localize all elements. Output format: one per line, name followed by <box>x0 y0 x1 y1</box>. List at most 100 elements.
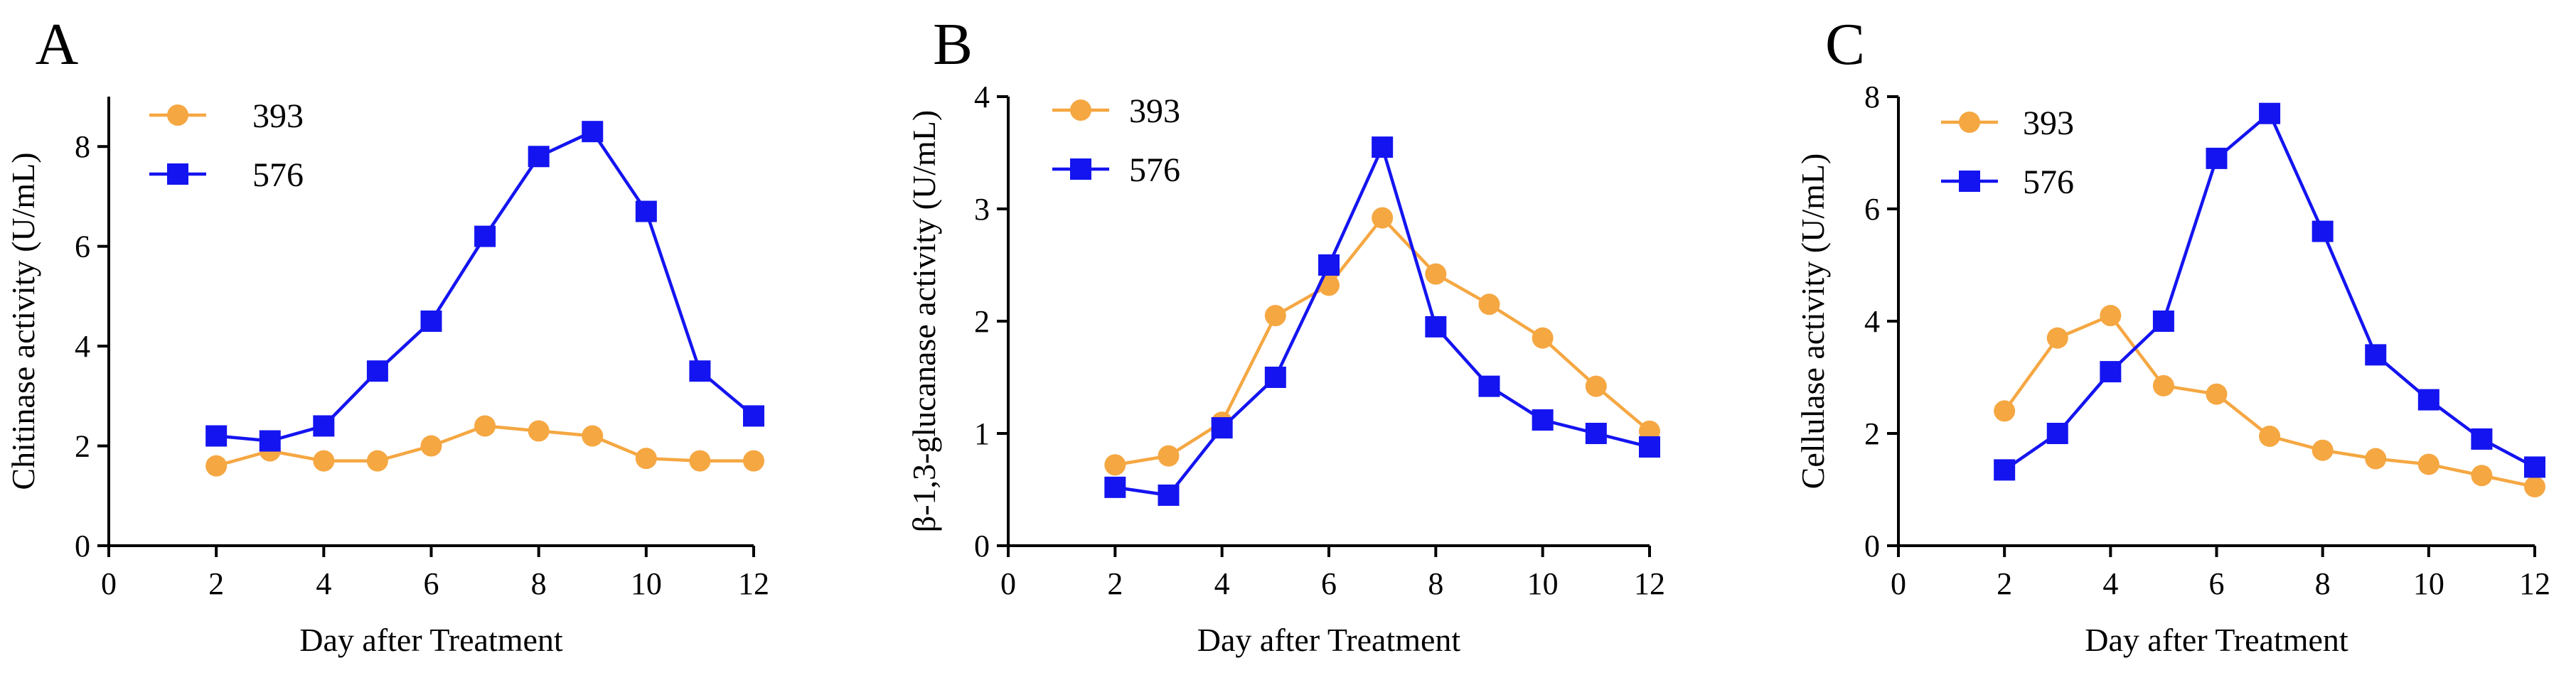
panel-a-x-axis-title: Day after Treatment <box>299 622 563 658</box>
panel-a-point-393-3 <box>366 450 388 472</box>
panel-c-x-tick-label: 6 <box>2209 566 2225 601</box>
panel-b-point-576-2 <box>1211 417 1233 439</box>
panel-a-point-576-2 <box>313 415 335 437</box>
panel-b-point-393-7 <box>1478 293 1500 315</box>
panel-b-point-576-1 <box>1158 484 1180 506</box>
panel-a-legend-label-576: 576 <box>252 156 304 194</box>
panel-a-letter: A <box>36 11 79 77</box>
panel-c-y-tick-label: 0 <box>1864 529 1880 563</box>
panel-b-point-576-9 <box>1585 423 1607 444</box>
panel-a-point-576-8 <box>635 200 657 222</box>
panel-a: A 0 2 4 6 8 10 12 0 2 4 6 8 Day after Treatment Chitin… <box>5 11 769 658</box>
panel-b-point-576-6 <box>1425 315 1447 338</box>
panel-a-y-tick-label: 8 <box>75 129 90 164</box>
panel-a-y-tick-label: 0 <box>75 529 90 563</box>
panel-c-point-576-2 <box>2100 361 2122 383</box>
panel-a-x-tick-label: 10 <box>631 566 662 601</box>
panel-c-x-tick-label: 4 <box>2102 566 2118 601</box>
panel-a-point-576-9 <box>689 360 711 382</box>
panel-a-x-tick-label: 2 <box>208 566 224 601</box>
panel-b-point-576-0 <box>1104 476 1126 498</box>
panel-c-point-393-0 <box>1994 400 2016 422</box>
panel-b-point-393-3 <box>1264 305 1286 327</box>
panel-b-point-576-7 <box>1478 375 1500 397</box>
panel-b-y-tick-label: 4 <box>974 80 990 114</box>
panel-c-point-393-4 <box>2206 383 2228 405</box>
panel-a-point-393-5 <box>474 415 496 437</box>
panel-a-point-393-10 <box>743 450 764 472</box>
panel-a-y-tick-label: 2 <box>75 429 90 464</box>
panel-b-x-tick-label: 12 <box>1634 566 1665 601</box>
panel-a-point-576-5 <box>474 225 496 247</box>
panel-a-legend-marker-576 <box>167 163 188 185</box>
panel-c-letter: C <box>1825 11 1865 77</box>
panel-a-x-tick-label: 4 <box>316 566 331 601</box>
panel-b-y-tick-label: 1 <box>974 416 990 451</box>
panel-c-point-576-0 <box>1994 459 2016 481</box>
panel-c-point-393-8 <box>2417 453 2439 475</box>
panel-c-point-576-5 <box>2259 102 2281 124</box>
panel-c-series-576-line <box>2003 111 2536 472</box>
panel-b-y-tick-label: 2 <box>974 304 990 339</box>
panel-c-y-tick-label: 6 <box>1864 192 1880 227</box>
panel-b-series-576-line <box>1115 142 1650 497</box>
panel-c-point-393-5 <box>2259 425 2281 447</box>
panel-c-y-axis-title: Cellulase activity (U/mL) <box>1795 153 1831 490</box>
panel-a-y-axis-title: Chitinase activity (U/mL) <box>5 152 41 490</box>
panel-a-point-393-0 <box>205 455 228 477</box>
panel-b-x-tick-label: 2 <box>1107 566 1123 601</box>
panel-b-point-576-10 <box>1639 436 1660 458</box>
panel-a-y-tick-label: 6 <box>75 230 90 264</box>
panel-b-point-393-9 <box>1585 375 1607 397</box>
panel-b-legend: 393 576 <box>1052 92 1180 189</box>
panel-a-x-tick-label: 6 <box>424 566 439 601</box>
panel-b-y-tick-label: 3 <box>974 192 990 227</box>
panel-b-x-axis-title: Day after Treatment <box>1197 622 1461 658</box>
panel-c-legend-label-576: 576 <box>2023 163 2074 201</box>
panel-b-x-tick-label: 8 <box>1428 566 1443 601</box>
panel-a-legend-marker-393 <box>167 104 188 126</box>
panel-b-point-393-6 <box>1425 263 1447 285</box>
panel-a-x-tick-label: 8 <box>531 566 547 601</box>
panel-c-point-576-10 <box>2524 456 2545 478</box>
panel-a-point-393-4 <box>420 435 442 457</box>
panel-c-legend-marker-393 <box>1959 112 1980 133</box>
panel-a-point-576-7 <box>582 121 604 143</box>
panel-c-x-tick-label: 12 <box>2519 566 2550 601</box>
panel-c-y-tick-label: 4 <box>1864 304 1880 339</box>
panel-c-y-tick-label: 2 <box>1864 416 1880 451</box>
panel-c-point-393-7 <box>2365 448 2387 470</box>
panel-b-point-393-1 <box>1158 445 1180 467</box>
panel-c-point-576-7 <box>2365 344 2387 366</box>
panel-c-x-tick-label: 2 <box>1997 566 2012 601</box>
panel-c-point-576-8 <box>2417 389 2439 411</box>
panel-c: C 0 2 4 6 8 10 12 0 2 4 6 8 Day after Treatment Cellul… <box>1795 11 2550 658</box>
panel-b-point-393-8 <box>1532 327 1554 349</box>
panel-b-legend-label-393: 393 <box>1129 92 1180 130</box>
panel-c-point-393-3 <box>2152 374 2174 396</box>
panel-c-legend: 393 576 <box>1941 104 2074 201</box>
panel-a-point-576-1 <box>259 430 281 452</box>
panel-b-point-576-3 <box>1264 367 1286 388</box>
panel-c-point-576-6 <box>2312 220 2334 242</box>
panel-c-point-576-3 <box>2152 311 2174 332</box>
panel-a-point-393-7 <box>582 425 604 447</box>
panel-c-point-576-9 <box>2471 428 2493 450</box>
panel-b-letter: B <box>933 11 973 77</box>
panel-b-point-576-5 <box>1372 136 1394 158</box>
panel-c-x-tick-label: 8 <box>2315 566 2331 601</box>
panel-a-point-576-10 <box>743 405 764 427</box>
panel-a-legend-label-393: 393 <box>252 97 304 135</box>
panel-a-point-393-8 <box>635 448 657 470</box>
panel-a-x-tick-label: 0 <box>101 566 117 601</box>
panel-c-point-393-1 <box>2046 327 2068 349</box>
panel-b-y-tick-label: 0 <box>974 529 990 563</box>
panel-c-x-tick-label: 0 <box>1891 566 1906 601</box>
panel-b-point-393-5 <box>1372 207 1394 229</box>
panel-a-point-576-6 <box>528 146 550 168</box>
panel-c-legend-label-393: 393 <box>2023 104 2074 142</box>
panel-a-point-393-6 <box>528 420 550 442</box>
panel-a-point-393-9 <box>689 450 711 472</box>
